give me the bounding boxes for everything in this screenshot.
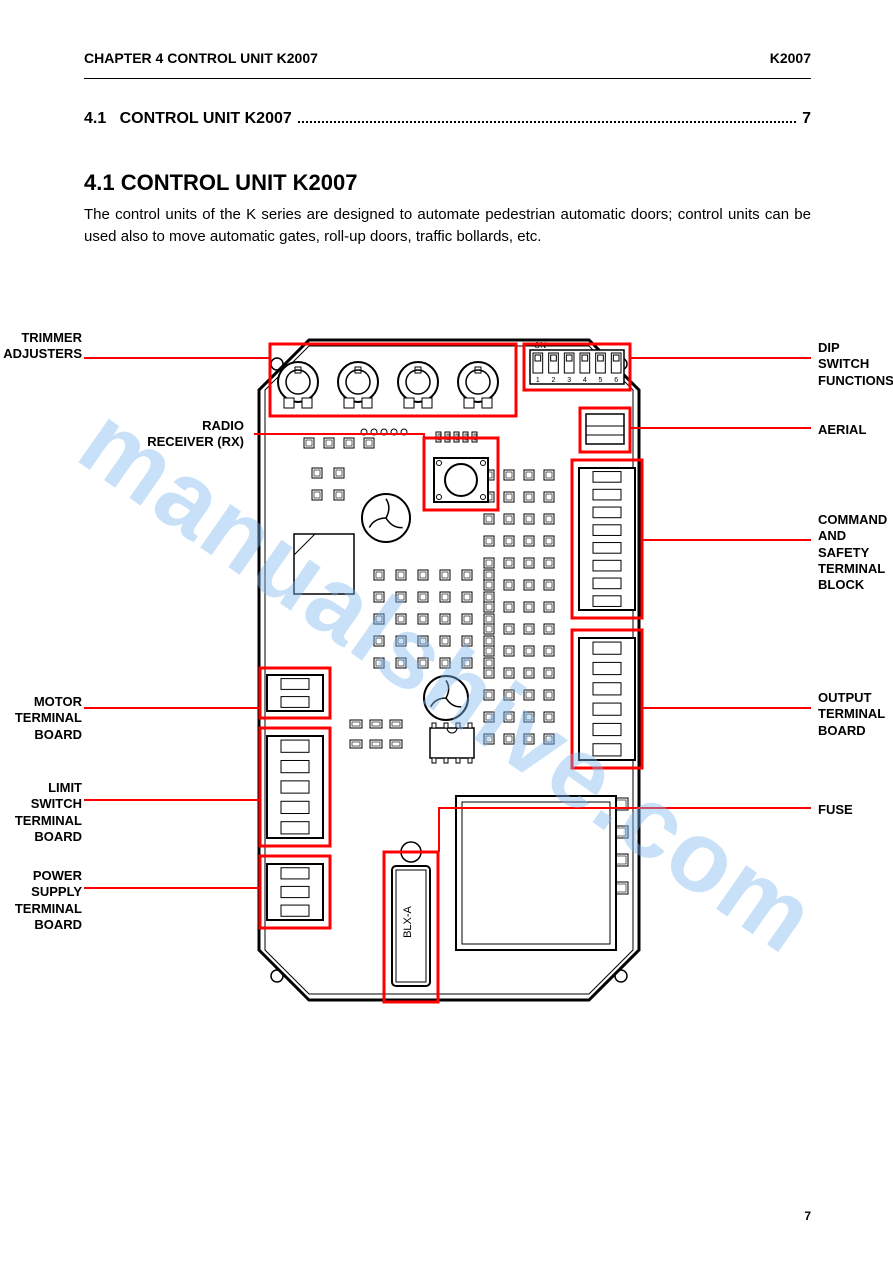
toc-label: 4.1 CONTROL UNIT K2007 (84, 110, 292, 128)
label-motor: MOTORTERMINAL BOARD (0, 694, 82, 743)
header-rule (84, 78, 811, 79)
header-left: CHAPTER 4 CONTROL UNIT K2007 (84, 50, 318, 66)
label-trimmers: TRIMMERADJUSTERS (0, 330, 82, 363)
label-limit: LIMIT SWITCHTERMINALBOARD (0, 780, 82, 845)
svg-text:BLX-A: BLX-A (402, 905, 414, 937)
label-rx: RADIORECEIVER (RX) (84, 418, 244, 451)
toc-dots (298, 110, 796, 123)
header-right: K2007 (770, 50, 811, 66)
svg-text:1: 1 (536, 377, 540, 384)
svg-text:3: 3 (567, 377, 571, 384)
label-fuse: FUSE (818, 802, 890, 818)
svg-text:6: 6 (614, 377, 618, 384)
svg-text:5: 5 (599, 377, 603, 384)
svg-text:2: 2 (552, 377, 556, 384)
page-number: 7 (804, 1209, 811, 1223)
toc-title: CONTROL UNIT K2007 (120, 110, 292, 127)
toc-row: 4.1 CONTROL UNIT K2007 7 (84, 110, 811, 138)
section-heading: 4.1 CONTROL UNIT K2007 (84, 170, 357, 196)
svg-text:4: 4 (583, 377, 587, 384)
label-power: POWER SUPPLYTERMINALBOARD (0, 868, 82, 933)
page: CHAPTER 4 CONTROL UNIT K2007 K2007 4.1 C… (0, 0, 893, 1263)
section-body: The control units of the K series are de… (84, 204, 811, 248)
toc-num: 4.1 (84, 110, 106, 127)
label-out: OUTPUTTERMINALBOARD (818, 690, 890, 739)
label-dip: DIP SWITCHFUNCTIONS (818, 340, 890, 389)
toc-page: 7 (802, 110, 811, 128)
label-cmd: COMMAND ANDSAFETY TERMINALBLOCK (818, 512, 893, 593)
label-aerial: AERIAL (818, 422, 890, 438)
